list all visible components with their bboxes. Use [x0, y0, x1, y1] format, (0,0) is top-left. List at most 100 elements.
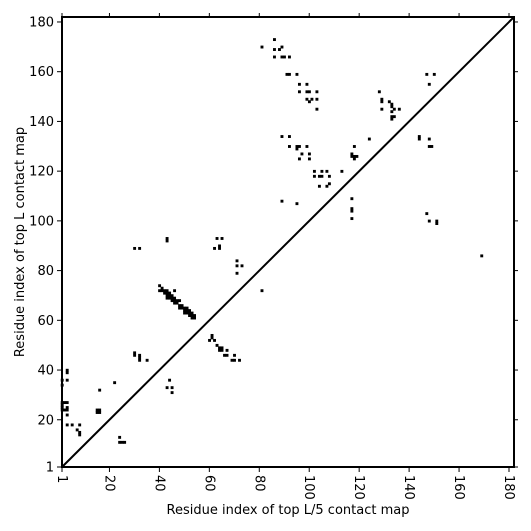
- contact-point-upper: [273, 48, 276, 51]
- contact-point-lower: [168, 378, 172, 382]
- x-tick-label: 140: [401, 475, 416, 500]
- contact-point-upper: [350, 154, 354, 158]
- contact-point-upper: [392, 115, 396, 119]
- contact-point-lower: [160, 286, 164, 290]
- contact-point-lower: [75, 428, 79, 432]
- contact-point-upper: [297, 82, 301, 86]
- y-tick-label: 1: [46, 461, 54, 476]
- y-tick-label: 140: [29, 115, 54, 130]
- y-tick-label: 20: [37, 413, 54, 428]
- contact-point-upper: [165, 237, 169, 240]
- contact-point-lower: [185, 311, 189, 315]
- x-tick-label: 1: [54, 475, 69, 483]
- contact-point-lower: [188, 311, 192, 315]
- contact-point-lower: [98, 408, 102, 412]
- contact-point-upper: [288, 135, 291, 138]
- x-tick-label: 120: [351, 475, 366, 500]
- contact-point-upper: [295, 147, 299, 151]
- contact-point-lower: [170, 386, 174, 390]
- y-tick-label: 180: [29, 15, 54, 30]
- contact-point-lower: [185, 306, 189, 310]
- contact-point-upper: [327, 174, 331, 178]
- contact-point-lower: [180, 304, 184, 308]
- contact-point-upper: [435, 222, 439, 225]
- contact-point-upper: [355, 154, 359, 158]
- contact-point-lower: [183, 311, 187, 315]
- contact-point-upper: [380, 97, 384, 101]
- contact-point-lower: [170, 294, 174, 298]
- contact-point-lower: [70, 423, 74, 427]
- contact-point-lower: [133, 351, 137, 355]
- contact-point-upper: [288, 145, 291, 148]
- contact-point-upper: [320, 174, 324, 178]
- contact-point-upper: [285, 72, 289, 76]
- contact-point-lower: [188, 309, 192, 313]
- contact-point-lower: [170, 299, 174, 303]
- contact-point-lower: [95, 411, 99, 414]
- contact-point-upper: [218, 246, 221, 250]
- contact-point-lower: [163, 291, 167, 295]
- contact-point-lower: [175, 299, 179, 303]
- x-tick-label: 20: [101, 475, 116, 492]
- contact-point-upper: [387, 100, 391, 104]
- contact-point-upper: [352, 154, 356, 158]
- contact-point-upper: [280, 199, 284, 203]
- contact-point-lower: [145, 358, 149, 362]
- contact-point-upper: [432, 72, 436, 76]
- contact-point-upper: [327, 182, 331, 186]
- contact-point-upper: [350, 209, 354, 213]
- contact-point-lower: [65, 371, 69, 375]
- contact-point-upper: [307, 90, 311, 94]
- contact-point-lower: [220, 348, 224, 352]
- contact-point-lower: [168, 294, 172, 298]
- contact-point-upper: [280, 135, 284, 138]
- contact-point-lower: [123, 440, 127, 444]
- x-axis-ticks: 1 20 40 60 80 100 120 140 160 180: [54, 13, 516, 500]
- contact-point-upper: [260, 45, 264, 49]
- contact-point-lower: [78, 423, 82, 427]
- y-tick-label: 160: [29, 65, 54, 80]
- y-tick-label: 100: [29, 214, 54, 229]
- contact-point-upper: [377, 90, 381, 94]
- contact-point-upper: [317, 174, 321, 178]
- contact-point-lower: [160, 289, 164, 293]
- contact-point-upper: [352, 145, 356, 148]
- contact-point-upper: [278, 48, 281, 51]
- contact-point-lower: [63, 408, 67, 412]
- contact-point-lower: [158, 284, 162, 288]
- contact-point-lower: [165, 289, 169, 293]
- contact-point-lower: [170, 296, 174, 300]
- contact-point-upper: [380, 107, 384, 111]
- x-axis-label: Residue index of top L/5 contact map: [167, 503, 410, 518]
- contact-point-upper: [480, 254, 484, 258]
- contact-point-upper: [435, 219, 439, 223]
- contact-point-upper: [390, 115, 394, 119]
- contact-point-lower: [193, 314, 196, 317]
- contact-point-upper: [280, 45, 284, 49]
- x-tick-label: 60: [201, 475, 216, 492]
- contact-point-lower: [65, 378, 69, 382]
- contact-point-upper: [280, 55, 284, 59]
- contact-point-lower: [65, 408, 69, 412]
- contact-point-upper: [392, 107, 396, 111]
- contact-point-upper: [350, 217, 354, 221]
- contact-point-upper: [352, 157, 356, 161]
- contact-point-lower: [138, 353, 142, 357]
- contact-point-lower: [225, 348, 229, 352]
- contact-point-upper: [397, 107, 401, 111]
- contact-point-upper: [215, 237, 219, 240]
- contact-point-lower: [183, 306, 187, 310]
- contact-point-lower: [193, 316, 196, 320]
- contact-point-upper: [427, 137, 431, 141]
- contact-point-lower: [165, 296, 169, 300]
- contact-point-upper: [305, 90, 309, 94]
- contact-point-lower: [215, 343, 219, 347]
- contact-point-upper: [218, 244, 221, 248]
- contact-point-lower: [165, 294, 169, 298]
- contact-point-lower: [220, 346, 224, 350]
- contact-point-lower: [138, 356, 142, 360]
- contact-point-upper: [220, 237, 224, 240]
- contact-point-upper: [305, 145, 309, 148]
- contact-point-lower: [230, 358, 234, 362]
